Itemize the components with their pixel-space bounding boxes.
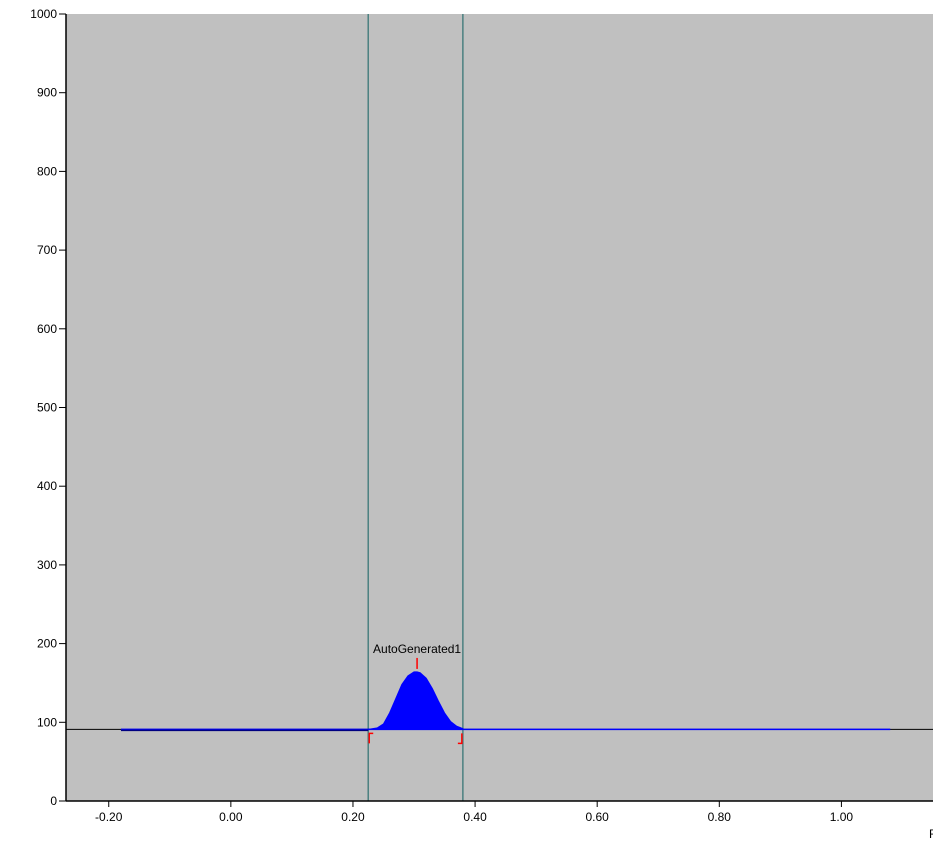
x-tick-label: 0.80 xyxy=(708,810,732,824)
x-axis-unit-label: F xyxy=(929,827,933,841)
x-tick-label: -0.20 xyxy=(95,810,123,824)
y-tick-label: 400 xyxy=(37,479,57,493)
x-tick-label: 1.00 xyxy=(830,810,854,824)
y-tick-label: 800 xyxy=(37,164,57,178)
window-lines xyxy=(367,14,464,801)
peak-area xyxy=(368,671,464,730)
y-tick-label: 700 xyxy=(37,243,57,257)
x-tick-label: 0.00 xyxy=(219,810,243,824)
y-tick-label: 100 xyxy=(37,715,57,729)
peak-end-marker xyxy=(457,733,463,745)
x-tick-label: 0.60 xyxy=(586,810,610,824)
annotations: AutoGenerated1 xyxy=(368,642,463,745)
y-tick-label: 500 xyxy=(37,401,57,415)
series-layer xyxy=(66,671,933,732)
y-tick-label: 1000 xyxy=(30,7,57,21)
peak-start-marker xyxy=(368,732,374,744)
axes: 0 100 200 300 400 500 600 700 800 900 1000 -0.20 0.0… xyxy=(30,7,933,841)
peak-label: AutoGenerated1 xyxy=(373,642,461,656)
x-tick-label: 0.40 xyxy=(463,810,487,824)
plot-area xyxy=(66,14,933,801)
y-tick-label: 600 xyxy=(37,322,57,336)
y-tick-label: 900 xyxy=(37,86,57,100)
y-tick-label: 300 xyxy=(37,558,57,572)
y-tick-label: 200 xyxy=(37,637,57,651)
y-tick-label: 0 xyxy=(50,794,57,808)
x-tick-label: 0.20 xyxy=(341,810,365,824)
